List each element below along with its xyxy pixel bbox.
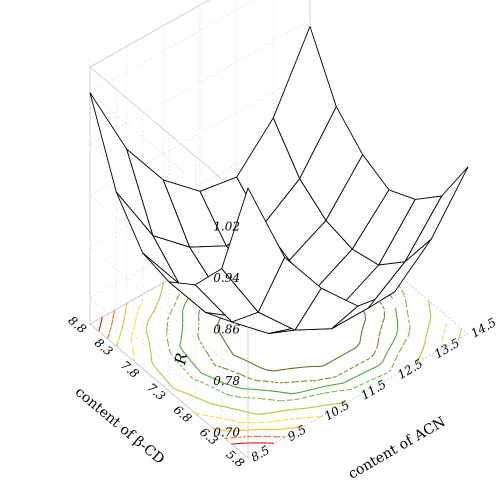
y-tick-label: 6.8 bbox=[171, 403, 195, 426]
x-axis-label: content of ACN bbox=[346, 414, 449, 481]
contour-line bbox=[98, 316, 275, 445]
y-tick-label: 8.3 bbox=[92, 336, 116, 359]
y-tick-label: 7.8 bbox=[118, 358, 142, 381]
x-tick-label: 14.5 bbox=[469, 315, 499, 340]
y-tick-label: 5.8 bbox=[223, 447, 247, 470]
contour-line bbox=[130, 212, 447, 424]
contour-line bbox=[107, 310, 286, 440]
z-tick-label: 1.02 bbox=[213, 220, 240, 234]
response-surface bbox=[89, 26, 469, 334]
y-tick-label: 7.3 bbox=[144, 380, 168, 403]
y-tick-label: 8.8 bbox=[65, 313, 89, 336]
surface-cell bbox=[404, 166, 469, 263]
z-tick-label: 0.70 bbox=[213, 425, 240, 439]
x-tick-label: 12.5 bbox=[395, 356, 425, 381]
z-tick-label: 0.86 bbox=[213, 323, 240, 337]
x-tick-label: 8.5 bbox=[249, 443, 273, 465]
z-axis-label: R bbox=[171, 352, 191, 367]
x-tick-label: 10.5 bbox=[322, 398, 352, 423]
z-tick-label: 0.94 bbox=[213, 271, 240, 285]
z-tick-label: 0.78 bbox=[213, 374, 240, 388]
floor-outline bbox=[89, 199, 469, 459]
z-gridline bbox=[89, 0, 256, 227]
